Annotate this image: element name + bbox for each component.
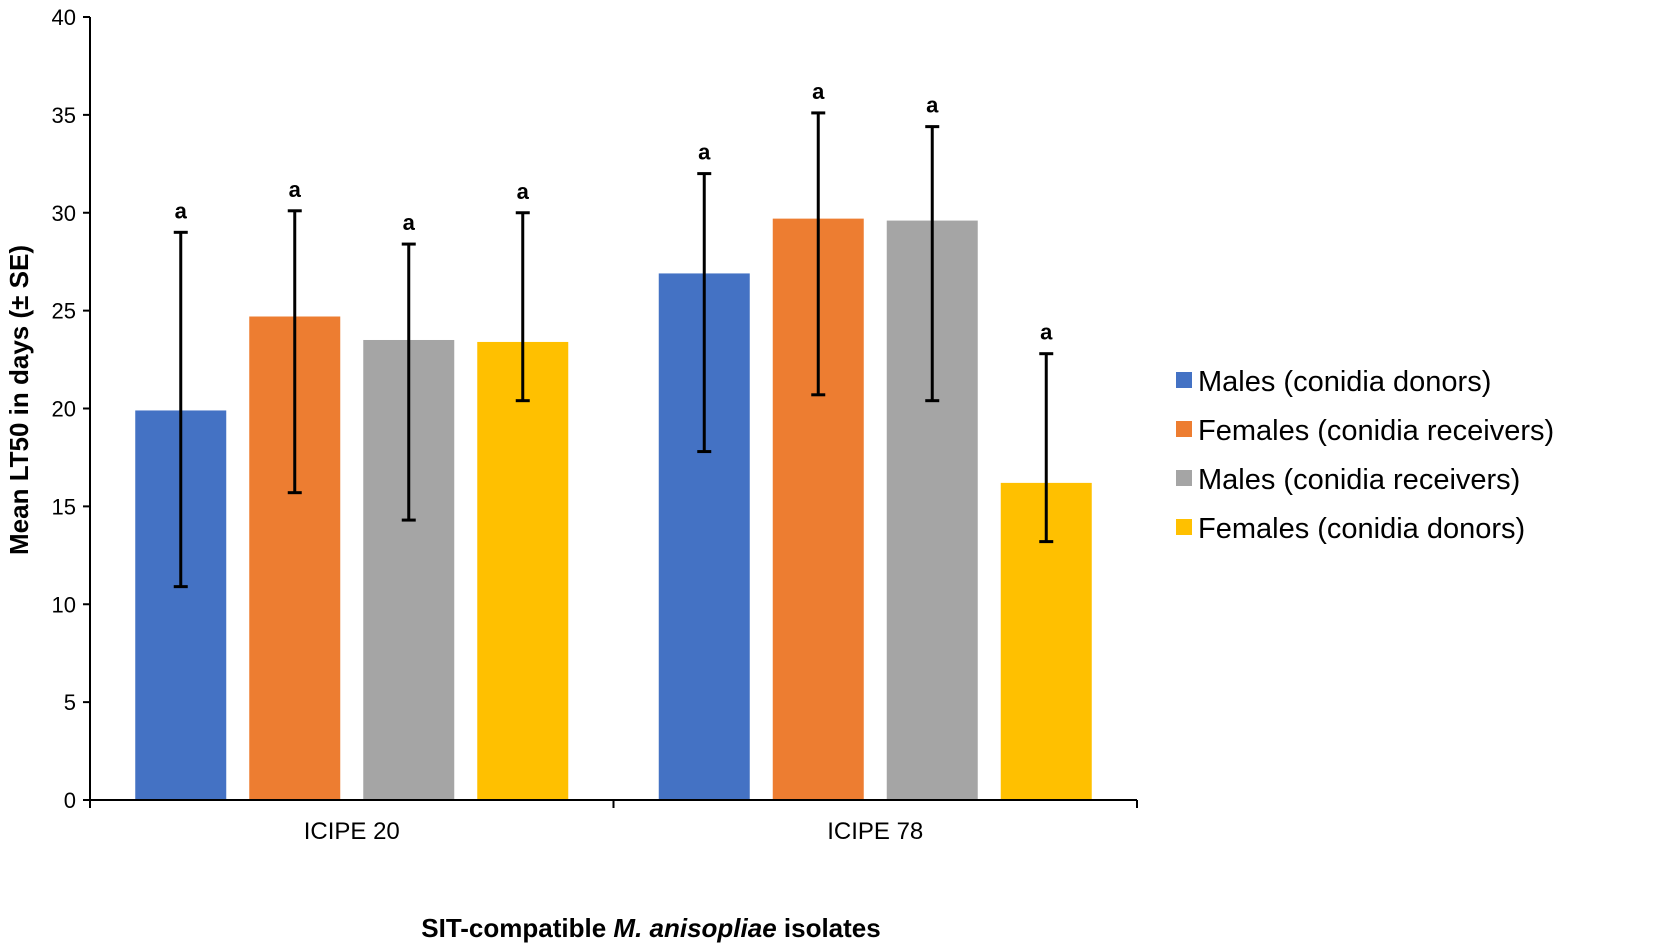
x-axis-title-part-3: isolates xyxy=(777,913,881,943)
y-tick-label: 35 xyxy=(52,103,76,128)
y-tick-label: 25 xyxy=(52,299,76,324)
legend-swatch xyxy=(1176,421,1192,437)
bar xyxy=(477,341,569,800)
y-tick-label: 20 xyxy=(52,397,76,422)
significance-label: a xyxy=(517,179,530,204)
x-axis-title-part-1: SIT-compatible xyxy=(421,913,613,943)
y-tick-label: 30 xyxy=(52,201,76,226)
x-category-label: ICIPE 20 xyxy=(304,818,400,845)
bars xyxy=(135,218,1092,800)
significance-label: a xyxy=(1040,320,1053,345)
x-category-label: ICIPE 78 xyxy=(827,818,923,845)
legend-label: Females (conidia donors) xyxy=(1198,513,1525,545)
legend-label: Females (conidia receivers) xyxy=(1198,415,1554,447)
y-axis-title: Mean LT50 in days (± SE) xyxy=(4,245,34,555)
legend-swatch xyxy=(1176,372,1192,388)
legend-label: Males (conidia donors) xyxy=(1198,366,1491,398)
significance-label: a xyxy=(698,140,711,165)
significance-label: a xyxy=(175,198,188,223)
legend-label: Males (conidia receivers) xyxy=(1198,464,1520,496)
x-axis-title-part-2: M. anisopliae xyxy=(613,913,776,943)
legend: Males (conidia donors) Females (conidia r… xyxy=(1176,366,1554,545)
significance-label: a xyxy=(289,177,302,202)
significance-label: a xyxy=(926,93,939,118)
axes: 0 5 10 15 20 25 30 35 40 ICIPE 20 ICIPE 78 xyxy=(52,5,1138,845)
y-tick-label: 40 xyxy=(52,5,76,30)
y-tick-label: 0 xyxy=(64,788,76,813)
legend-swatch xyxy=(1176,519,1192,535)
error-bars xyxy=(173,111,1054,589)
significance-label: a xyxy=(812,79,825,104)
legend-swatch xyxy=(1176,470,1192,486)
x-axis-title: SIT-compatible M. anisopliae isolates xyxy=(421,913,880,943)
y-tick-label: 10 xyxy=(52,592,76,617)
y-tick-label: 5 xyxy=(64,690,76,715)
significance-labels: a a a a a a a a xyxy=(175,79,1054,345)
y-tick-label: 15 xyxy=(52,494,76,519)
significance-label: a xyxy=(403,210,416,235)
